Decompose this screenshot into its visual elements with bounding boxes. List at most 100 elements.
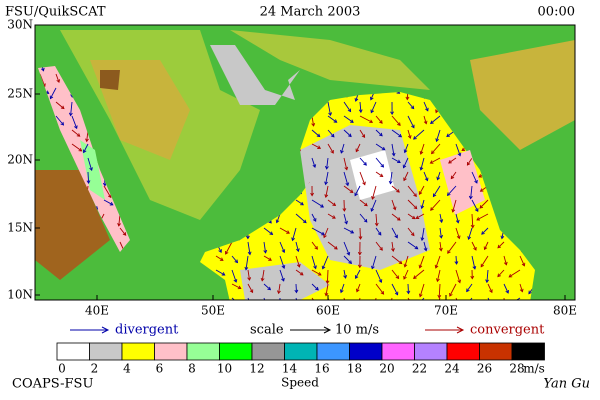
axes: 30N 25N 20N 15N 10N 40E 50E 60E 70E 80E <box>7 18 577 318</box>
wind-vector-head <box>521 262 526 267</box>
wind-vector <box>497 241 505 249</box>
wind-vector-head <box>418 293 423 298</box>
wind-vector-head <box>455 219 460 224</box>
wind-vector-head <box>298 308 301 311</box>
wind-vector <box>476 213 489 221</box>
wind-vector <box>455 227 460 239</box>
wind-vector <box>343 269 347 279</box>
wind-vector-head <box>528 290 532 295</box>
wind-vector-head <box>269 231 274 236</box>
wind-vector-head <box>60 105 65 110</box>
wind-vector <box>486 269 489 283</box>
wind-vector <box>327 101 331 116</box>
wind-vector-head <box>357 251 362 256</box>
wind-vector <box>295 199 304 206</box>
wind-vector-head <box>324 292 329 297</box>
colorbar-box <box>446 342 480 361</box>
wind-vector-head <box>40 67 45 72</box>
wind-vector-head <box>371 195 375 200</box>
wind-vector-head <box>312 164 317 169</box>
wind-vector <box>231 283 242 289</box>
wind-vector-head <box>483 246 488 251</box>
wind-vector <box>225 241 233 255</box>
wind-vector <box>420 157 425 171</box>
wind-vector <box>343 227 354 234</box>
wind-vector <box>519 283 523 292</box>
wind-vector-head <box>60 121 65 126</box>
wind-vector-head <box>436 176 441 181</box>
wind-vector-head <box>420 205 425 210</box>
wind-vector-head <box>497 244 502 249</box>
land-india <box>470 40 575 150</box>
wind-vector-head <box>411 215 416 220</box>
wind-vector <box>263 255 272 261</box>
wind-vector-head <box>370 109 375 114</box>
wind-vector-head <box>344 166 349 171</box>
wind-vector <box>437 171 441 180</box>
wind-vector <box>311 227 325 236</box>
colorbar-tick: 18 <box>347 362 362 376</box>
wind-vector-head <box>389 308 392 311</box>
wind-vector-head <box>418 264 423 269</box>
wind-vector-head <box>268 219 272 224</box>
lat-label: 10N <box>7 288 33 302</box>
wind-vector-head <box>357 264 362 269</box>
wind-vector-head <box>425 107 429 112</box>
wind-vector-head <box>403 149 408 154</box>
wind-vector-head <box>72 307 75 310</box>
colorbar-box <box>284 342 318 361</box>
wind-vector-head <box>324 181 328 186</box>
wind-vector <box>436 297 441 300</box>
wind-vector-head <box>237 285 242 290</box>
colorbar-tick: 14 <box>282 362 298 376</box>
wind-vector-head <box>432 193 437 198</box>
wind-vector-head <box>345 182 350 187</box>
wind-vector <box>403 171 409 181</box>
wind-vector-head <box>396 189 400 193</box>
wind-vector-head <box>394 234 398 239</box>
wind-vector-head <box>379 132 383 137</box>
wind-vector-head <box>76 133 81 137</box>
colorbar-tick: 16 <box>314 362 329 376</box>
wind-vector-head <box>458 305 461 308</box>
wind-vector-head <box>468 195 473 200</box>
wind-vector <box>508 269 521 278</box>
wind-vector <box>359 157 367 166</box>
colorbar-box <box>251 342 285 361</box>
footer-left: COAPS-FSU <box>12 377 93 392</box>
wind-vector-head <box>413 275 417 279</box>
wind-vector-head <box>310 192 314 197</box>
wind-vector-head <box>446 192 451 197</box>
wind-vector-head <box>324 194 329 198</box>
wind-vector-head <box>340 149 344 154</box>
wind-vector-head <box>511 301 514 304</box>
wind-vector-head <box>247 251 252 256</box>
wind-vector <box>311 255 317 269</box>
wind-vector-head <box>485 279 489 284</box>
wind-vector-head <box>380 164 385 168</box>
wind-vector-head <box>316 133 321 138</box>
header-left: FSU/QuikSCAT <box>5 5 106 20</box>
wind-vector-head <box>134 306 137 309</box>
wind-vector-head <box>424 177 429 182</box>
wind-vector <box>71 115 78 129</box>
wind-vector <box>407 199 418 209</box>
wind-vector-head <box>46 304 49 307</box>
wind-vector-head <box>405 96 410 101</box>
wind-vector <box>311 269 322 276</box>
wind-vector-head <box>332 215 336 219</box>
wind-vector <box>231 255 238 263</box>
wind-vector-head <box>419 150 424 155</box>
wind-vector <box>436 269 441 282</box>
wind-vector <box>375 269 382 283</box>
wind-vector-head <box>157 305 160 308</box>
wind-vector-head <box>397 159 401 164</box>
wind-vector-head <box>350 230 355 234</box>
colorbar-box <box>381 342 415 361</box>
wind-vector <box>279 241 285 253</box>
wind-vector-head <box>474 208 479 212</box>
wind-vector-head <box>107 194 112 199</box>
wind-vector <box>433 185 441 197</box>
wind-vector <box>359 213 368 223</box>
